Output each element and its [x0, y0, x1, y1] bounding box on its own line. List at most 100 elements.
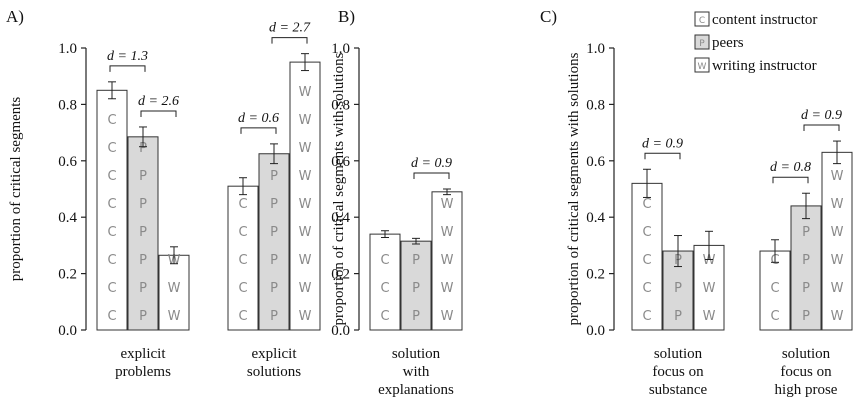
legend-swatch-letter: P: [699, 39, 705, 49]
bar-pattern-mark: W: [299, 281, 312, 296]
bar-pattern-mark: C: [238, 225, 247, 240]
y-tick-label: 0.4: [586, 210, 605, 226]
bar-pattern-mark: P: [802, 253, 810, 268]
bar-pattern-mark: P: [139, 281, 147, 296]
bar-pattern-mark: W: [441, 309, 454, 324]
panel-label: A): [6, 7, 24, 26]
y-tick-label: 1.0: [58, 41, 77, 57]
effect-size-label: d = 0.8: [770, 160, 811, 175]
category-label: focus on: [780, 364, 832, 380]
bar-pattern-mark: W: [441, 197, 454, 212]
bar-pattern-mark: P: [412, 309, 420, 324]
y-tick-label: 0.8: [58, 97, 77, 113]
effect-size-label: d = 1.3: [107, 49, 148, 64]
y-tick-label: 0.4: [331, 210, 350, 226]
bar-w: [289, 61, 321, 331]
bar-c: [96, 89, 128, 331]
bar-pattern-mark: W: [441, 225, 454, 240]
y-tick-label: 0.6: [586, 154, 605, 170]
y-tick-label: 0.6: [58, 154, 77, 170]
bar-w: [431, 191, 463, 331]
bar-pattern-mark: W: [299, 85, 312, 100]
bar-pattern-mark: P: [139, 169, 147, 184]
significance-bracket: [109, 65, 146, 72]
bar-pattern-mark: W: [299, 309, 312, 324]
y-tick-label: 0.0: [58, 323, 77, 339]
significance-bracket: [644, 152, 681, 160]
bar-pattern-mark: P: [802, 309, 810, 324]
category-label: solution: [782, 346, 831, 362]
effect-size-label: d = 0.6: [238, 111, 279, 126]
bar-c: [631, 182, 663, 331]
bar-pattern-mark: W: [831, 281, 844, 296]
bar-pattern-mark: C: [642, 225, 651, 240]
y-tick-label: 0.8: [586, 97, 605, 113]
bar-pattern-mark: W: [168, 309, 181, 324]
bar-pattern-mark: P: [270, 253, 278, 268]
bar-pattern-mark: C: [107, 281, 116, 296]
significance-bracket: [240, 127, 277, 134]
category-label: explicit: [252, 346, 298, 362]
category-label: problems: [115, 364, 171, 380]
y-tick-label: 0.8: [331, 97, 350, 113]
legend-swatch: [694, 34, 710, 50]
bar-pattern-mark: C: [107, 309, 116, 324]
bar-pattern-mark: P: [270, 309, 278, 324]
bar-p: [127, 136, 159, 331]
bar-pattern-mark: W: [831, 253, 844, 268]
bar-w: [158, 254, 190, 331]
bar-pattern-mark: P: [674, 281, 682, 296]
bar-pattern-mark: W: [299, 169, 312, 184]
panel-label: C): [540, 7, 557, 26]
bar-pattern-mark: W: [299, 141, 312, 156]
significance-bracket: [413, 172, 450, 179]
y-tick-label: 1.0: [331, 41, 350, 57]
bar-pattern-mark: P: [270, 197, 278, 212]
bar-pattern-mark: W: [299, 197, 312, 212]
effect-size-label: d = 2.7: [269, 21, 311, 36]
bar-pattern-mark: P: [412, 253, 420, 268]
bar-w: [821, 151, 853, 331]
bar-pattern-mark: W: [299, 225, 312, 240]
effect-size-label: d = 2.6: [138, 94, 179, 109]
category-label: solutions: [247, 364, 301, 380]
category-label: with: [403, 364, 430, 380]
bar-pattern-mark: W: [831, 225, 844, 240]
bar-pattern-mark: W: [299, 253, 312, 268]
category-label: focus on: [652, 364, 704, 380]
y-axis-label: proportion of critical segments with sol…: [331, 52, 347, 325]
bar-pattern-mark: P: [802, 225, 810, 240]
bar-pattern-mark: C: [107, 141, 116, 156]
bar-pattern-mark: C: [380, 281, 389, 296]
bar-pattern-mark: P: [674, 309, 682, 324]
chart-panel-1: A) 0.0 0.2 0.4 0.6 0.8 1.0 proportion of critic…: [6, 7, 321, 380]
bar-p: [258, 153, 290, 331]
bar-p: [790, 205, 822, 331]
bar-pattern-mark: C: [642, 253, 651, 268]
bar-c: [759, 250, 791, 331]
legend-label: content instructor: [712, 12, 817, 28]
significance-bracket: [140, 110, 177, 117]
bar-pattern-mark: C: [107, 113, 116, 128]
significance-bracket: [772, 176, 809, 184]
bar-pattern-mark: P: [270, 169, 278, 184]
effect-size-label: d = 0.9: [801, 108, 842, 123]
category-label: explicit: [121, 346, 167, 362]
legend-swatch: [694, 11, 710, 27]
bar-pattern-mark: P: [412, 281, 420, 296]
legend-label: peers: [712, 35, 744, 51]
y-tick-label: 0.4: [58, 210, 77, 226]
bar-pattern-mark: P: [139, 253, 147, 268]
bar-pattern-mark: W: [441, 253, 454, 268]
category-label: solution: [392, 346, 441, 362]
significance-bracket: [271, 37, 308, 44]
effect-size-label: d = 0.9: [642, 136, 683, 151]
